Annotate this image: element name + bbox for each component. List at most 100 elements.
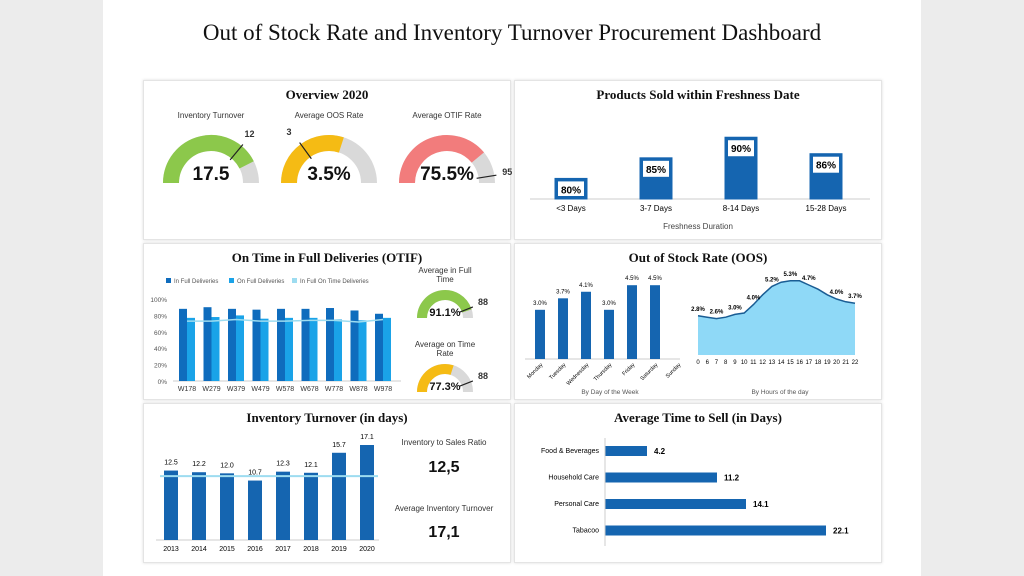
gauge-label: Inventory Turnover	[177, 111, 245, 120]
data-label: 2.6%	[710, 310, 724, 316]
data-label: 4.7%	[802, 276, 816, 282]
x-tick-label: W778	[325, 386, 343, 393]
bar-in-full	[252, 309, 261, 381]
x-tick-label: 6	[706, 360, 710, 366]
oos-panel: Out of Stock Rate (OOS) 3.0% Monday 3.7% Tu…	[514, 243, 882, 400]
bar	[248, 480, 262, 540]
gauge-fill	[399, 135, 484, 184]
panel-title: Out of Stock Rate (OOS)	[628, 250, 768, 265]
x-tick-label: 17	[805, 360, 812, 366]
bar	[605, 525, 826, 536]
gauge-value: 17.5	[192, 164, 230, 185]
x-tick-label: 2016	[247, 546, 263, 553]
gauge: Inventory Turnover 17.5 12	[158, 111, 304, 219]
gauge-label: Average OTIF Rate	[412, 111, 482, 120]
bar	[604, 309, 614, 359]
bar	[276, 471, 290, 540]
bar-on-full	[236, 315, 244, 381]
bar	[605, 472, 717, 483]
data-label: 4.5%	[648, 276, 662, 282]
x-tick-label: 14	[778, 360, 785, 366]
x-axis-title: Freshness Duration	[663, 222, 733, 231]
x-tick-label: 2020	[359, 546, 375, 553]
data-label: 12.0	[220, 462, 234, 469]
bar	[581, 291, 591, 359]
data-label: 3.7%	[848, 294, 862, 300]
x-tick-label: W578	[276, 386, 294, 393]
bar	[332, 452, 346, 540]
x-tick-label: 16	[796, 360, 803, 366]
legend-swatch	[166, 278, 171, 283]
data-label: 86%	[816, 161, 836, 172]
bar-on-full	[383, 317, 391, 381]
bar-on-full	[309, 317, 318, 381]
x-tick-label: W978	[374, 386, 392, 393]
gauge-target: 88	[478, 370, 489, 381]
x-tick-label: Monday	[526, 362, 544, 380]
x-tick-label: 21	[842, 360, 849, 366]
turnover-chart: 12.5 2013 12.2 2014 12.0 2015 10.7 2016 12.3 2017…	[156, 434, 379, 553]
page-title: Out of Stock Rate and Inventory Turnover…	[202, 20, 822, 45]
data-label: 90%	[731, 144, 751, 155]
data-label: 4.2	[654, 447, 666, 456]
data-label: 15.7	[332, 442, 346, 449]
bar-in-full	[179, 308, 187, 381]
gauge-target: 95	[502, 167, 513, 178]
y-tick-label: Food & Beverages	[541, 448, 599, 455]
bar-on-full	[285, 317, 293, 381]
gauge-target: 3	[286, 126, 292, 137]
x-tick-label: Friday	[621, 362, 636, 377]
data-label: 3.0%	[533, 301, 547, 307]
bar	[650, 285, 660, 359]
bar-in-full	[228, 308, 236, 381]
y-tick-label: 40%	[154, 346, 167, 353]
gauge-svg	[399, 135, 497, 184]
data-label-box	[558, 181, 584, 196]
x-tick-label: Wednesday	[566, 362, 591, 387]
legend-swatch	[292, 278, 297, 283]
stat-label: Inventory to Sales Ratio	[401, 438, 487, 447]
bar-on-full	[358, 320, 367, 381]
gauge-target-marker	[459, 306, 474, 313]
bar	[558, 298, 568, 359]
gauge: Average on Time Rate 77.3% 88	[412, 340, 518, 428]
x-tick-label: 2014	[191, 546, 207, 553]
stat-value: 12,5	[428, 459, 460, 476]
y-tick-label: Tabacoo	[573, 528, 600, 535]
x-tick-label: W878	[349, 386, 367, 393]
x-tick-label: 12	[759, 360, 766, 366]
bar	[164, 470, 178, 540]
x-tick-label: W279	[202, 386, 220, 393]
legend-label: In Full On Time Deliveries	[300, 279, 369, 285]
bar-in-full	[326, 308, 334, 381]
x-tick-label: 3-7 Days	[640, 204, 672, 213]
gauge-label: Average on Time Rate	[414, 340, 476, 358]
bar	[605, 499, 746, 509]
gauge-svg	[417, 290, 474, 319]
data-label: 3.0%	[728, 305, 742, 311]
bar	[220, 473, 234, 540]
sell-chart: Food & Beverages 4.2 Household Care 11.2 Per…	[541, 438, 849, 546]
y-tick-label: Household Care	[548, 475, 599, 482]
gauge: Average in Full Time 91.1% 88	[412, 266, 518, 354]
data-label: 2.8%	[691, 307, 705, 313]
freshness-panel: Products Sold within Freshness Date 80% <…	[514, 80, 882, 240]
gauge-value: 75.5%	[420, 164, 474, 185]
x-tick-label: 8-14 Days	[723, 204, 759, 213]
x-tick-label: 22	[852, 360, 859, 366]
gauge-svg	[163, 135, 259, 184]
y-tick-label: Personal Care	[554, 501, 599, 508]
bar	[192, 472, 206, 540]
stat-value: 17,1	[428, 524, 460, 541]
data-label: 3.0%	[602, 301, 616, 307]
panel-title: Overview 2020	[285, 87, 369, 102]
x-tick-label: <3 Days	[556, 204, 586, 213]
bar-in-full	[350, 310, 359, 381]
x-tick-label: Saturday	[640, 362, 660, 382]
panel-title: Inventory Turnover (in days)	[246, 410, 408, 425]
data-label: 10.7	[248, 470, 262, 477]
legend-label: In Full Deliveries	[174, 279, 218, 285]
bar-in-full	[203, 307, 212, 381]
x-tick-label: 13	[769, 360, 776, 366]
otif-panel: On Time in Full Deliveries (OTIF) In Ful…	[143, 243, 511, 400]
